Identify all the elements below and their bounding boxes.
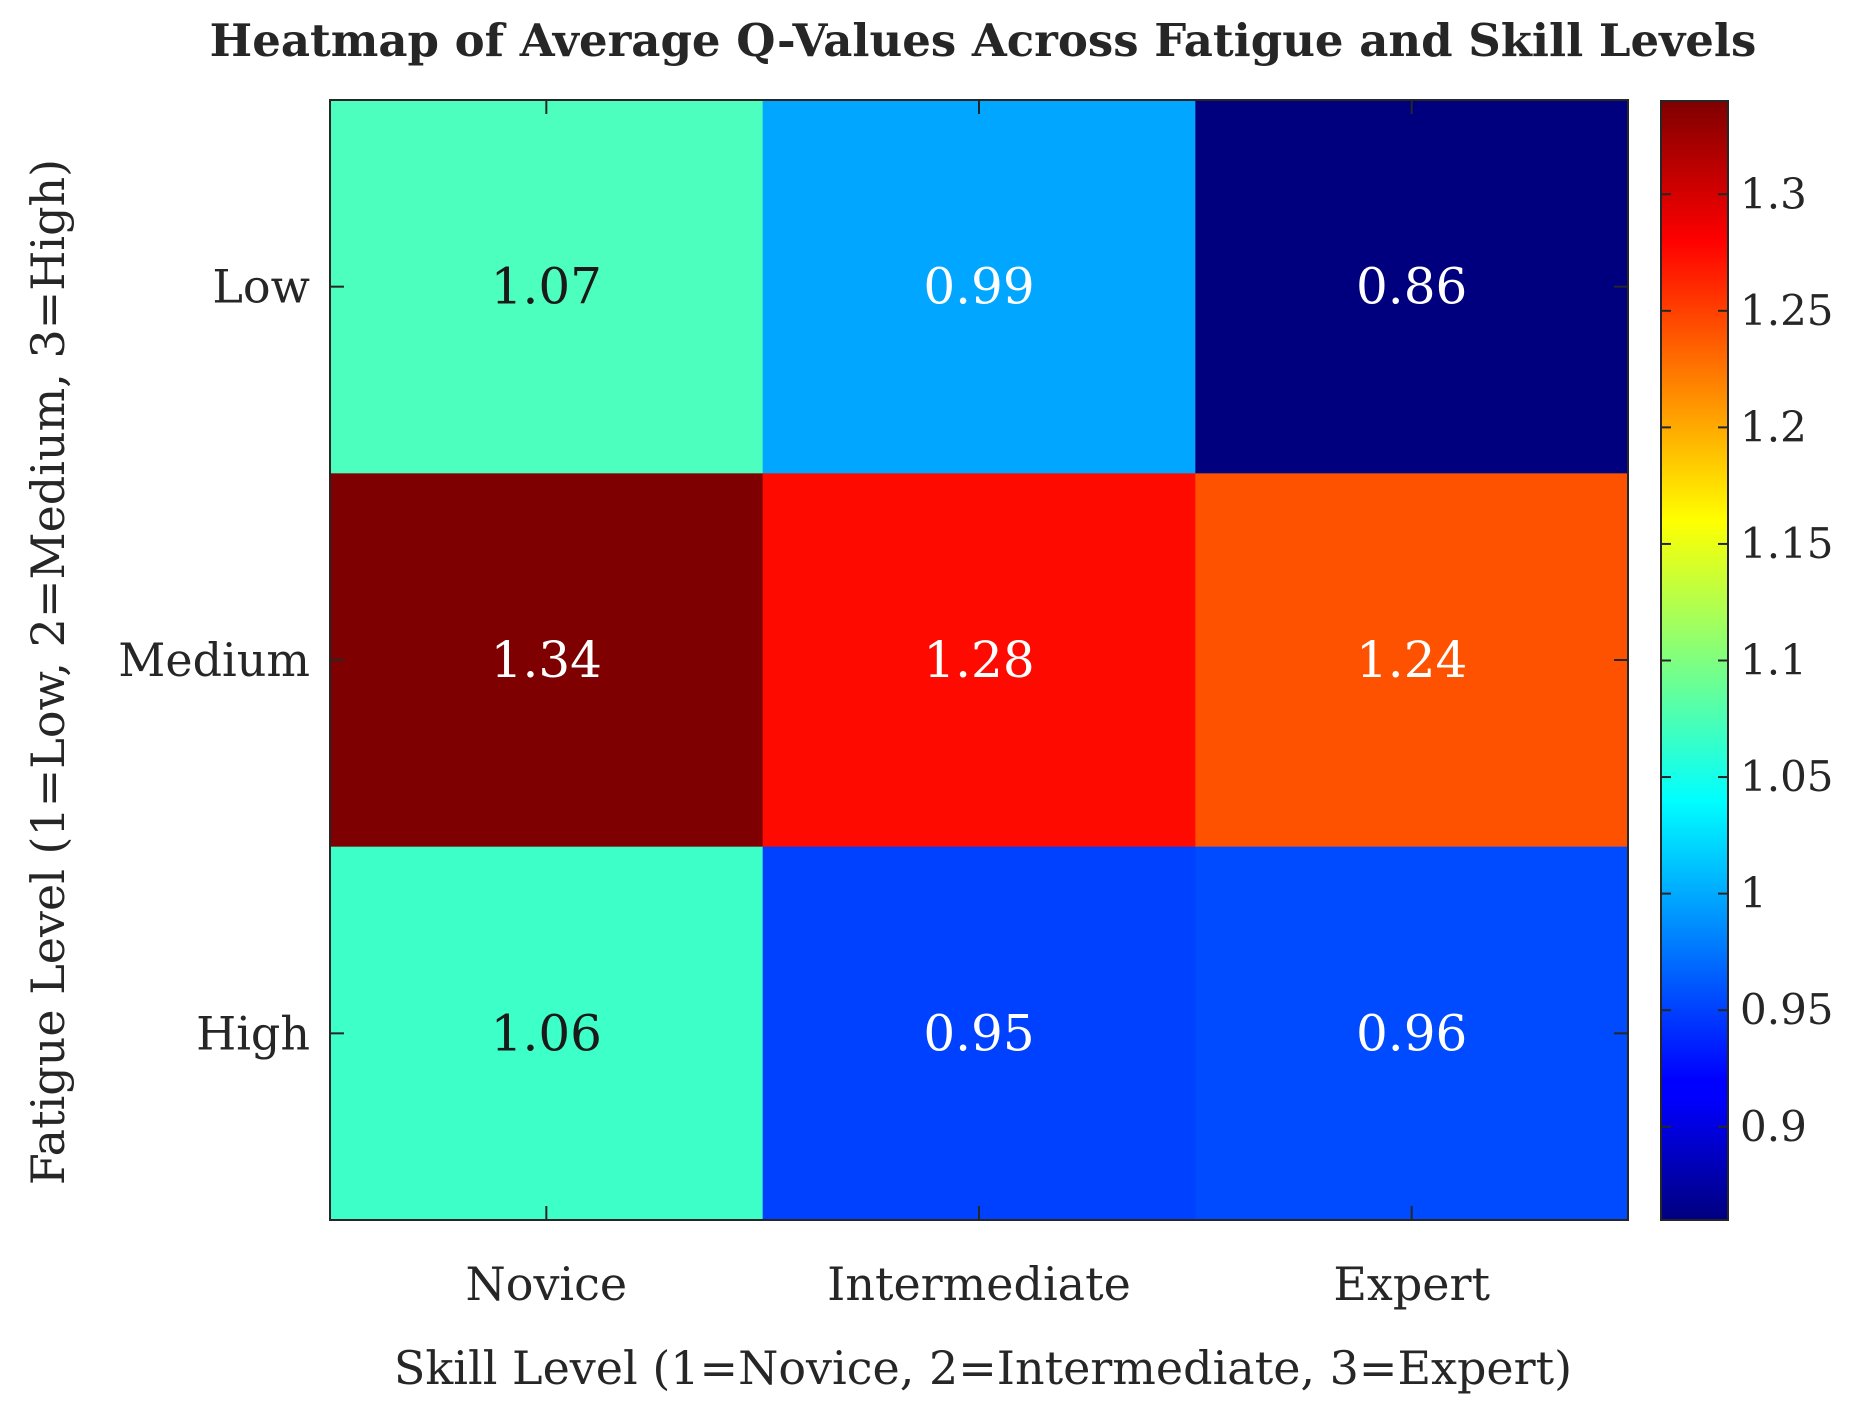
heatmap-cell-medium-novice [330, 473, 764, 848]
cell-value-label: 1.07 [491, 258, 602, 316]
heatmap-cell-high-intermediate [762, 846, 1196, 1221]
heatmap-cell-medium-intermediate [762, 473, 1196, 848]
colorbar-ticks: 0.9 0.95 1 1.05 1.1 1.15 1.2 1.25 1.3 [1661, 169, 1834, 1151]
colorbar-tick-label: 1.25 [1740, 286, 1834, 335]
colorbar-tick-label: 1.2 [1740, 402, 1807, 451]
x-tick-label: Intermediate [827, 1257, 1131, 1311]
heatmap-cell-labels: 1.07 0.99 0.86 1.34 1.28 1.24 1.06 0.95 0.96 [491, 258, 1468, 1063]
colorbar-tick-label: 1.15 [1740, 519, 1834, 568]
x-tick-label: Expert [1333, 1257, 1490, 1311]
cell-value-label: 1.28 [923, 631, 1034, 689]
cell-value-label: 0.86 [1356, 258, 1467, 316]
y-tick-label: High [196, 1006, 310, 1060]
colorbar-tick-label: 0.9 [1740, 1102, 1807, 1151]
colorbar-tick-label: 0.95 [1740, 985, 1834, 1034]
heatmap-cell-medium-expert [1195, 473, 1629, 848]
chart-title: Heatmap of Average Q-Values Across Fatig… [210, 14, 1757, 67]
cell-value-label: 1.06 [491, 1004, 602, 1062]
heatmap-cell-low-novice [330, 100, 764, 474]
y-axis-ticks: Low Medium High [118, 260, 1628, 1060]
cell-value-label: 0.96 [1356, 1004, 1467, 1062]
y-tick-label: Low [212, 260, 310, 314]
y-tick-label: Medium [118, 633, 310, 687]
cell-value-label: 0.99 [923, 258, 1034, 316]
cell-value-label: 1.24 [1356, 631, 1467, 689]
heatmap-cell-low-intermediate [762, 100, 1196, 474]
colorbar-tick-label: 1.3 [1740, 169, 1807, 218]
heatmap-cells [330, 100, 1629, 1221]
colorbar-tick-label: 1.1 [1740, 636, 1807, 685]
heatmap-cell-high-expert [1195, 846, 1629, 1221]
y-axis-label: Fatigue Level (1=Low, 2=Medium, 3=High) [21, 159, 75, 1185]
heatmap-cell-high-novice [330, 846, 764, 1221]
cell-value-label: 0.95 [923, 1004, 1034, 1062]
heatmap-cell-low-expert [1195, 100, 1629, 474]
colorbar-tick-label: 1 [1740, 869, 1767, 918]
colorbar-tick-label: 1.05 [1740, 752, 1834, 801]
x-axis-ticks: Novice Intermediate Expert [466, 100, 1491, 1311]
x-axis-label: Skill Level (1=Novice, 2=Intermediate, 3… [394, 1341, 1572, 1395]
x-tick-label: Novice [466, 1257, 628, 1311]
colorbar [1661, 101, 1728, 1220]
cell-value-label: 1.34 [491, 631, 602, 689]
